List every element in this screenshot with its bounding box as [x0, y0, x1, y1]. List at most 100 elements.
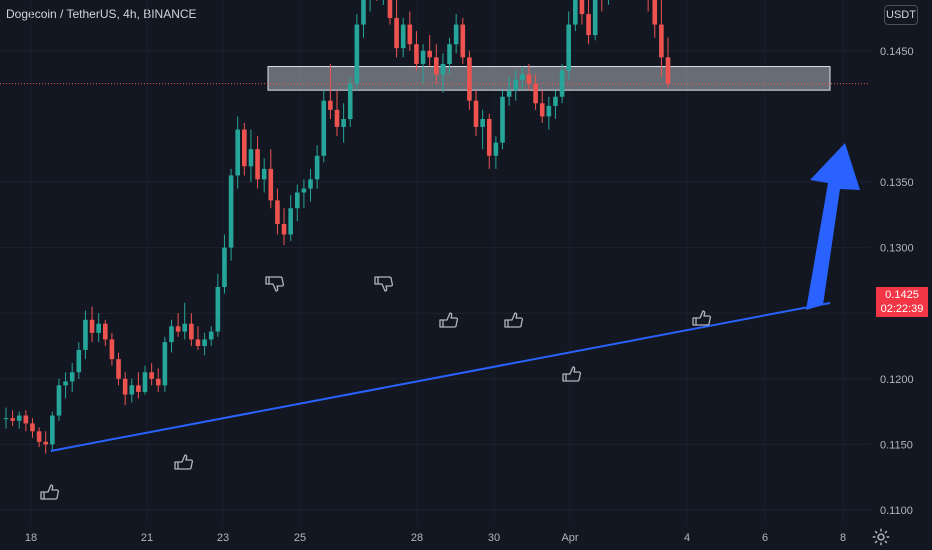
candle-body [387, 0, 393, 18]
candle-body [155, 378, 161, 386]
candle-body [56, 385, 62, 416]
breakout-arrow-shape[interactable] [806, 143, 860, 310]
thumbs-down-icon [265, 276, 285, 292]
candle-body [288, 208, 293, 235]
candle-body [526, 74, 532, 84]
y-tick-label: 0.1150 [880, 439, 913, 451]
x-tick-label: 28 [411, 532, 423, 544]
x-tick-label: 30 [488, 532, 500, 544]
candle-body [242, 129, 247, 167]
y-tick-label: 0.1100 [880, 505, 913, 517]
candle-body [427, 50, 432, 58]
x-tick-label: 6 [762, 532, 768, 544]
candle-body [308, 179, 313, 189]
candle-body [248, 149, 254, 167]
candle-body [162, 342, 168, 386]
thumbs-up-icon [562, 366, 582, 382]
candle-body [473, 100, 479, 127]
support-zone[interactable] [267, 66, 831, 91]
thumbs-up-icon [504, 312, 524, 328]
candle-body [109, 339, 115, 360]
y-tick-label: 0.1300 [880, 243, 914, 255]
x-tick-label: 25 [294, 532, 306, 544]
candle-body [275, 200, 280, 224]
candle-body [520, 74, 525, 80]
candle-body [347, 83, 353, 120]
candle-body [394, 18, 399, 49]
y-tick-label: 0.1450 [880, 46, 914, 58]
x-tick-label: 21 [141, 532, 153, 544]
currency-button[interactable]: USDT [884, 5, 918, 25]
candle-body [215, 286, 221, 332]
support-zone-rect[interactable] [267, 66, 831, 91]
candle-body [539, 103, 545, 117]
candle-body [83, 319, 88, 350]
candle-body [659, 24, 664, 58]
candle-body [3, 418, 9, 420]
candle-body [189, 323, 194, 340]
candle-body [321, 100, 327, 156]
candle-body [513, 79, 519, 91]
x-tick-label: 23 [217, 532, 229, 544]
gear-icon[interactable] [870, 526, 892, 548]
candle-body [420, 50, 426, 64]
candle-body [341, 119, 346, 127]
thumbs-up-icon [40, 484, 60, 500]
candle-body [314, 155, 320, 180]
candle-body [122, 378, 128, 395]
x-tick-label: 18 [25, 532, 37, 544]
candle-body [467, 57, 472, 101]
candle-body [480, 119, 485, 127]
candle-body [175, 326, 181, 332]
y-tick-label: 0.1200 [880, 374, 914, 386]
x-tick-label: Apr [561, 532, 578, 544]
ascending-trendline[interactable] [50, 302, 831, 452]
y-tick-label: 0.1350 [880, 177, 914, 189]
candle-body [460, 24, 466, 58]
thumbs-up-icon [692, 310, 712, 326]
candle-body [103, 323, 108, 340]
candle-body [116, 359, 121, 379]
candle-body [261, 168, 267, 180]
x-tick-label: 4 [684, 532, 690, 544]
time-axis[interactable]: 18 21 23 25 28 30 Apr 4 6 8 [25, 532, 846, 544]
candle-body [43, 441, 49, 445]
candle-body [294, 192, 300, 209]
candle-body [354, 24, 360, 84]
candle-body [486, 119, 492, 156]
candle-body [182, 323, 188, 332]
candle-body [281, 223, 287, 235]
candle-body [36, 431, 42, 442]
thumbs-up-icon [439, 312, 459, 328]
candle-body [440, 63, 446, 75]
price-axis[interactable]: 0.18000.17500.17000.16500.16000.15500.15… [880, 0, 914, 517]
candle-body [533, 83, 538, 104]
candle-body [559, 70, 565, 97]
candle-countdown: 02:22:39 [880, 303, 924, 315]
candle-body [301, 188, 307, 193]
candle-body [16, 415, 22, 421]
candle-body [447, 44, 452, 64]
candle-body [10, 418, 15, 421]
candle-body [228, 175, 234, 248]
candle-body [169, 326, 174, 343]
candle-body [142, 372, 148, 392]
candle-body [30, 423, 35, 432]
candle-body [50, 415, 55, 445]
candle-body [96, 323, 101, 333]
candle-body [89, 319, 95, 333]
candle-body [202, 339, 207, 346]
thumbs-down-icon [374, 276, 394, 292]
candle-body [76, 349, 82, 373]
last-price-value: 0.1425 [885, 289, 919, 301]
candle-body [149, 372, 154, 379]
candle-body [493, 142, 499, 156]
trendline[interactable] [50, 302, 831, 452]
breakout-arrow[interactable] [806, 143, 860, 310]
candle-body [361, 0, 366, 25]
candle-body [23, 415, 29, 424]
candle-body [579, 0, 585, 15]
candle-body [407, 24, 413, 45]
x-tick-label: 8 [840, 532, 846, 544]
